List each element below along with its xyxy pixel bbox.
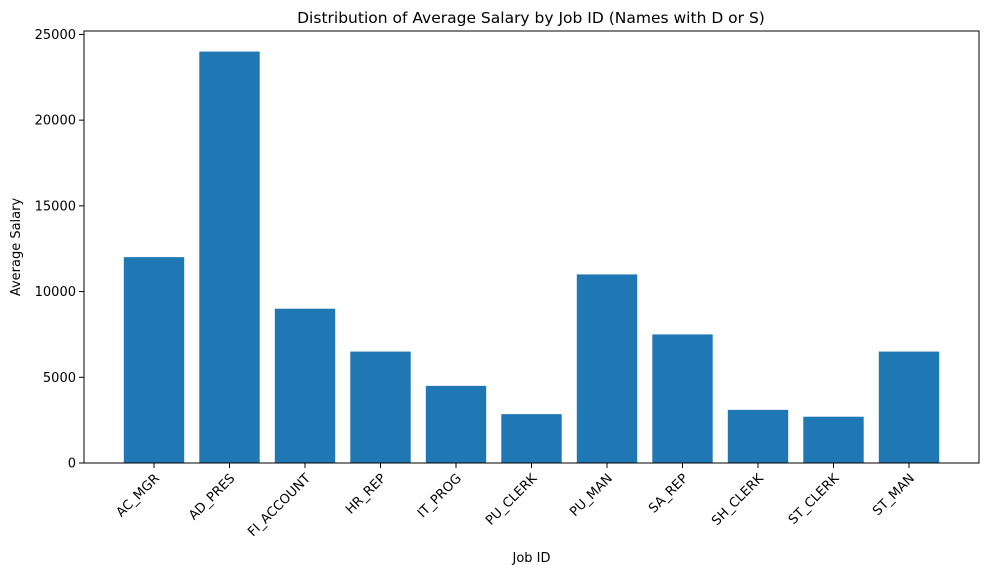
bar-st-man xyxy=(878,351,940,463)
bar-hr-rep xyxy=(350,351,411,463)
x-tick-label: HR_REP xyxy=(343,471,389,517)
y-tick-label: 15000 xyxy=(35,199,76,214)
y-tick-label: 25000 xyxy=(35,28,76,43)
y-tick-label: 5000 xyxy=(43,371,76,386)
y-axis-label: Average Salary xyxy=(9,198,24,297)
x-axis-label: Job ID xyxy=(511,551,550,566)
bar-pu-man xyxy=(576,274,638,463)
x-tick-label: SH_CLERK xyxy=(709,471,767,529)
x-tick-label: AD_PRES xyxy=(186,471,238,523)
bars-group xyxy=(123,51,940,463)
x-tick-label: PU_MAN xyxy=(567,471,616,520)
y-axis: 0 5000 10000 15000 20000 25000 xyxy=(35,28,84,472)
y-tick-label: 10000 xyxy=(35,285,76,300)
x-axis: AC_MGR AD_PRES FI_ACCOUNT HR_REP IT_PROG PU_C… xyxy=(114,463,918,540)
x-tick-label: SA_REP xyxy=(646,471,691,516)
x-tick-label: FI_ACCOUNT xyxy=(245,471,314,540)
bar-it-prog xyxy=(425,385,487,463)
x-tick-label: IT_PROG xyxy=(415,471,465,521)
bar-fi-account xyxy=(274,308,336,463)
y-tick-label: 0 xyxy=(68,457,76,472)
x-tick-label: PU_CLERK xyxy=(483,471,541,529)
bar-pu-clerk xyxy=(501,414,562,463)
x-tick-label: ST_CLERK xyxy=(786,471,843,528)
bar-sa-rep xyxy=(652,334,713,463)
y-tick-label: 20000 xyxy=(35,114,76,129)
bar-ac-mgr xyxy=(123,257,185,463)
bar-st-clerk xyxy=(803,416,864,463)
x-tick-label: AC_MGR xyxy=(114,471,163,520)
chart-title: Distribution of Average Salary by Job ID… xyxy=(297,9,765,27)
bar-ad-pres xyxy=(199,51,260,463)
plot-frame xyxy=(83,30,980,464)
x-tick-label: ST_MAN xyxy=(870,471,918,519)
bar-sh-clerk xyxy=(727,409,789,463)
